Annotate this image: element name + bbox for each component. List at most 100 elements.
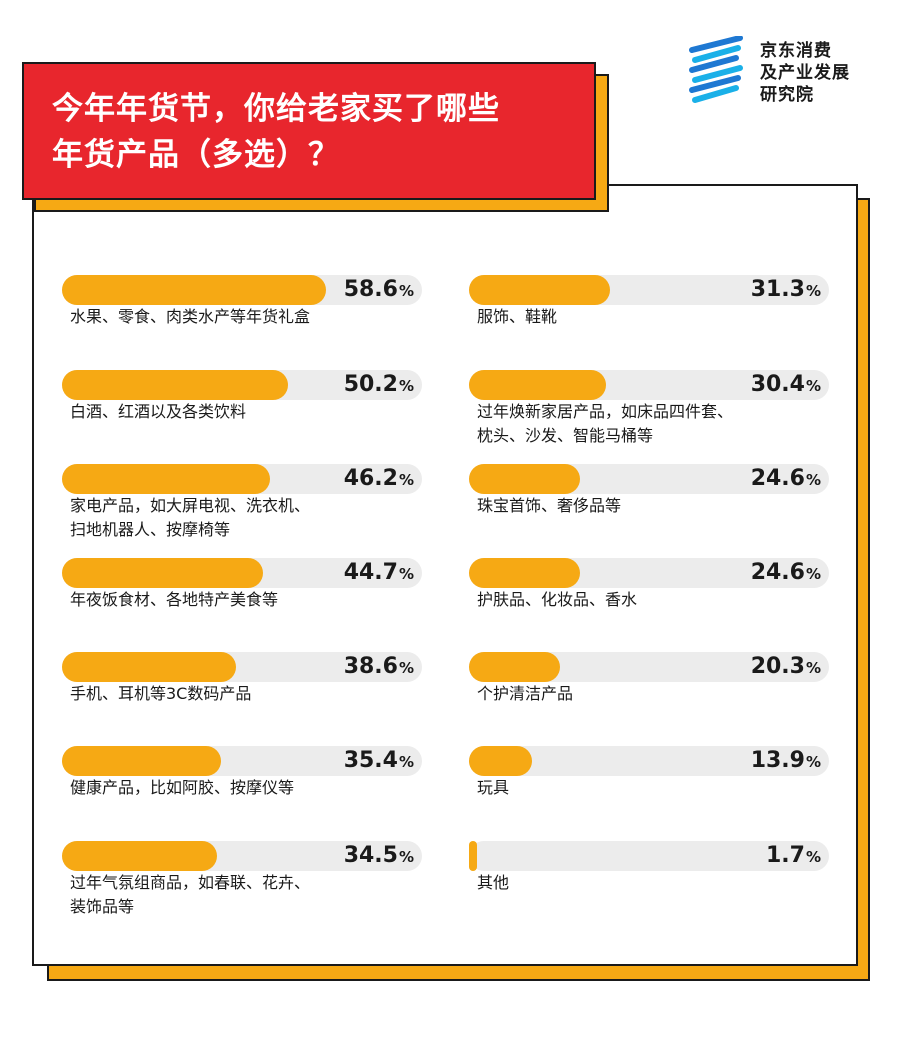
bar-category-label: 玩具 bbox=[477, 778, 510, 797]
bar-value-label: 24.6% bbox=[751, 464, 821, 495]
bar-value: 1.7 bbox=[765, 843, 805, 868]
bar-value: 58.6 bbox=[343, 277, 398, 302]
brand-name-line: 及产业发展 bbox=[760, 63, 850, 83]
bar-category-label: 健康产品，比如阿胶、按摩仪等 bbox=[70, 778, 295, 797]
bar-track: 13.9% bbox=[469, 746, 829, 776]
bar-value-label: 50.2% bbox=[344, 370, 414, 401]
bar-value-unit: % bbox=[398, 471, 414, 489]
bar-fill bbox=[62, 652, 236, 682]
bar-fill bbox=[469, 746, 532, 776]
bar-category-label: 珠宝首饰、奢侈品等 bbox=[477, 496, 622, 515]
bar-category-label: 家电产品，如大屏电视、洗衣机、 扫地机器人、按摩椅等 bbox=[70, 496, 311, 539]
bar-track: 50.2% bbox=[62, 370, 422, 400]
bar-track: 46.2% bbox=[62, 464, 422, 494]
bar-fill bbox=[469, 464, 580, 494]
bar-fill bbox=[62, 275, 326, 305]
bar-value-unit: % bbox=[805, 282, 821, 300]
logo-stripe bbox=[689, 75, 741, 93]
bar-category-label: 水果、零食、肉类水产等年货礼盒 bbox=[70, 307, 311, 326]
bar-fill bbox=[62, 746, 222, 776]
chart-card: 58.6% 水果、零食、肉类水产等年货礼盒 50.2% 白酒、红酒以及各类饮料 46.2… bbox=[32, 184, 858, 966]
logo-stripe bbox=[689, 55, 739, 73]
bar-track: 58.6% bbox=[62, 275, 422, 305]
bar-fill bbox=[62, 464, 270, 494]
chart-title-line2: 年货产品（多选）？ bbox=[52, 137, 340, 173]
bar-category-label: 护肤品、化妆品、香水 bbox=[477, 590, 638, 609]
bar-track: 1.7% bbox=[469, 841, 829, 871]
bar-value-unit: % bbox=[398, 282, 414, 300]
bar-value: 24.6 bbox=[750, 466, 805, 491]
bar-fill bbox=[62, 841, 218, 871]
logo-mark-icon bbox=[689, 36, 743, 103]
bar-track: 20.3% bbox=[469, 652, 829, 682]
bar-category-label: 服饰、鞋靴 bbox=[477, 307, 558, 326]
bar-fill bbox=[469, 275, 610, 305]
bar-value: 44.7 bbox=[343, 560, 398, 585]
bar-value-unit: % bbox=[805, 659, 821, 677]
bar-category-label: 个护清洁产品 bbox=[477, 684, 574, 703]
bar-value-label: 38.6% bbox=[344, 652, 414, 683]
bar-value-label: 20.3% bbox=[751, 652, 821, 683]
title-banner: 今年年货节，你给老家买了哪些 年货产品（多选）？ bbox=[22, 62, 596, 200]
bar-value-unit: % bbox=[398, 565, 414, 583]
bar-category-label: 过年气氛组商品，如春联、花卉、 装饰品等 bbox=[70, 873, 311, 916]
bar-value-unit: % bbox=[398, 848, 414, 866]
brand-name-line: 研究院 bbox=[760, 85, 814, 105]
bar-value-label: 13.9% bbox=[751, 746, 821, 777]
bar-value-unit: % bbox=[805, 753, 821, 771]
bar-value-label: 46.2% bbox=[344, 464, 414, 495]
logo-stripe bbox=[692, 85, 739, 103]
bar-value-unit: % bbox=[805, 848, 821, 866]
bar-value-label: 30.4% bbox=[751, 370, 821, 401]
bar-fill bbox=[469, 841, 477, 871]
bar-fill bbox=[469, 652, 561, 682]
bar-value-label: 58.6% bbox=[344, 275, 414, 306]
bar-fill bbox=[469, 370, 606, 400]
bar-value: 35.4 bbox=[343, 748, 398, 773]
bar-value: 13.9 bbox=[750, 748, 805, 773]
brand-logo: 京东消费 及产业发展 研究院 bbox=[688, 36, 878, 112]
bar-value: 46.2 bbox=[343, 466, 398, 491]
bar-track: 30.4% bbox=[469, 370, 829, 400]
bar-value: 24.6 bbox=[750, 560, 805, 585]
bar-track: 44.7% bbox=[62, 558, 422, 588]
bar-value-label: 34.5% bbox=[344, 841, 414, 872]
bar-value-unit: % bbox=[398, 377, 414, 395]
bar-track: 24.6% bbox=[469, 464, 829, 494]
bar-category-label: 年夜饭食材、各地特产美食等 bbox=[70, 590, 279, 609]
bar-category-label: 白酒、红酒以及各类饮料 bbox=[70, 402, 247, 421]
bar-value-label: 31.3% bbox=[751, 275, 821, 306]
bar-category-label: 手机、耳机等3C数码产品 bbox=[70, 684, 252, 703]
bar-track: 31.3% bbox=[469, 275, 829, 305]
bar-track: 34.5% bbox=[62, 841, 422, 871]
bar-value-label: 1.7% bbox=[766, 841, 821, 872]
bar-value: 20.3 bbox=[750, 654, 805, 679]
bar-value-label: 24.6% bbox=[751, 558, 821, 589]
bar-value-unit: % bbox=[398, 753, 414, 771]
chart-title-line1: 今年年货节，你给老家买了哪些 bbox=[52, 91, 500, 127]
bar-value: 50.2 bbox=[343, 372, 398, 397]
bar-category-label: 过年焕新家居产品，如床品四件套、 枕头、沙发、智能马桶等 bbox=[477, 402, 734, 445]
bar-value: 30.4 bbox=[750, 372, 805, 397]
bar-value: 34.5 bbox=[343, 843, 398, 868]
brand-name-line: 京东消费 bbox=[760, 41, 832, 61]
bar-track: 35.4% bbox=[62, 746, 422, 776]
logo-stripe bbox=[692, 45, 741, 63]
bar-fill bbox=[469, 558, 580, 588]
bar-value-label: 44.7% bbox=[344, 558, 414, 589]
brand-name: 京东消费 及产业发展 研究院 bbox=[760, 40, 850, 106]
logo-stripe bbox=[692, 65, 743, 83]
bar-fill bbox=[62, 370, 288, 400]
bar-value-unit: % bbox=[805, 565, 821, 583]
bar-value-label: 35.4% bbox=[344, 746, 414, 777]
bar-value-unit: % bbox=[805, 377, 821, 395]
bar-track: 38.6% bbox=[62, 652, 422, 682]
bar-category-label: 其他 bbox=[477, 873, 510, 892]
bar-track: 24.6% bbox=[469, 558, 829, 588]
bar-value-unit: % bbox=[398, 659, 414, 677]
bar-value: 38.6 bbox=[343, 654, 398, 679]
logo-stripe bbox=[689, 36, 743, 53]
bar-value: 31.3 bbox=[750, 277, 805, 302]
bar-fill bbox=[62, 558, 264, 588]
bar-value-unit: % bbox=[805, 471, 821, 489]
